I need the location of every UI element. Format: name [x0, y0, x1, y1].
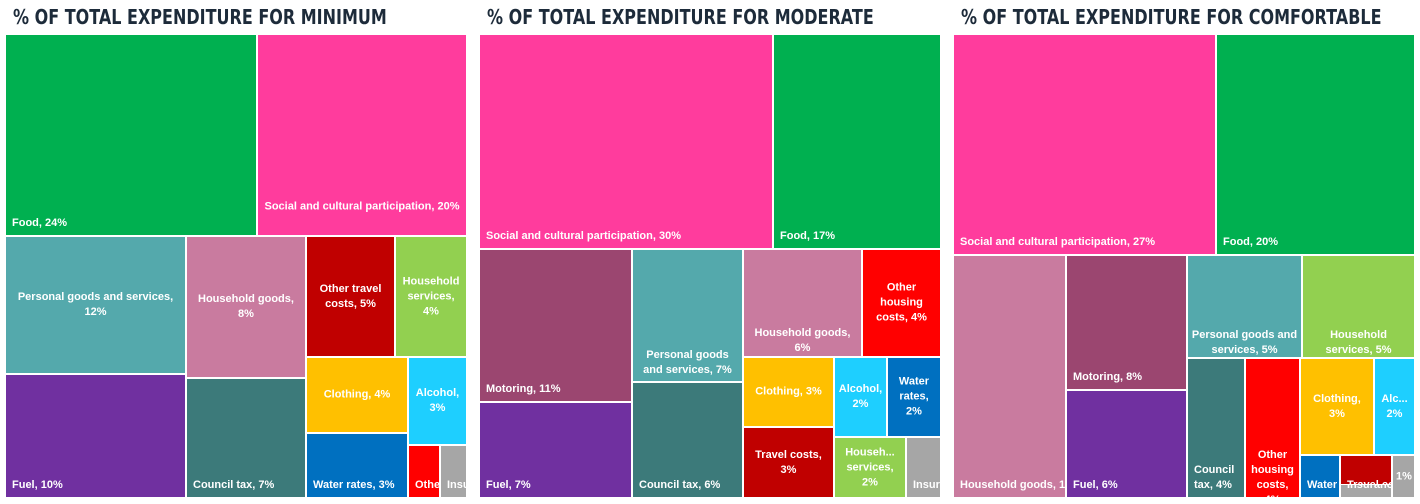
treemap-tile-clothing: Clothing, 3%: [743, 357, 834, 427]
data-label: Fuel, 6%: [1073, 479, 1118, 491]
treemap-tile-food: Food, 17%: [773, 34, 941, 249]
data-label: Council tax, 7%: [193, 479, 275, 491]
treemap-tile-fuel: Fuel, 7%: [479, 402, 632, 498]
treemap-tile-personal: Personal goods and services, 5%: [1187, 255, 1302, 358]
treemap-tile-other: 1%: [1392, 455, 1415, 498]
treemap-tile-council-tax: Council tax, 4%: [1187, 358, 1245, 498]
data-label: Food, 24%: [12, 217, 68, 229]
data-label: Food, 17%: [780, 230, 836, 242]
data-label: Motoring, 11%: [486, 383, 561, 395]
data-label: Other housing costs 1%: [415, 479, 440, 491]
data-label: Council tax, 4%: [1194, 464, 1235, 491]
treemap-tile-alcohol: Alc... 2%: [1374, 358, 1415, 455]
chart-title: % OF TOTAL EXPENDITURE FOR MODERATE: [487, 5, 874, 29]
treemap-tile-insurance: Insurance 1%: [906, 437, 941, 498]
data-label: Personal goods and services, 7%: [643, 348, 732, 376]
treemap-tile-clothing: Clothing, 3%: [1300, 358, 1374, 455]
data-label: Social and cultural participation, 27%: [960, 236, 1155, 248]
data-label: Clothing, 3%: [755, 385, 822, 398]
treemap-tile-social: Social and cultural participation, 20%: [257, 34, 467, 236]
treemap-tile-fuel: Fuel, 10%: [5, 374, 186, 498]
data-label: Alcohol, 2%: [838, 383, 883, 410]
treemap-tile-motoring: Motoring, 8%: [1066, 255, 1187, 390]
treemap-tile-fuel: Fuel, 6%: [1066, 390, 1187, 498]
treemap-tile-personal: Personal goods and services, 12%: [5, 236, 186, 374]
data-label: Household goods, 13%: [960, 479, 1066, 491]
treemap-minimum: Food, 24% Social and cultural participati…: [5, 34, 467, 498]
data-label: Other housing costs, 4%: [876, 281, 927, 324]
data-label: Food, 20%: [1223, 236, 1279, 248]
data-label: Household services, 4%: [402, 275, 460, 317]
data-label: Household goods, 8%: [198, 293, 294, 320]
treemap-tile-clothing: Clothing, 4%: [306, 357, 408, 433]
treemap-tile-household-services: Househ... services, 2%: [834, 437, 906, 498]
data-label: Travel costs, 3%: [755, 448, 822, 476]
treemap-comfortable: Social and cultural participation, 27% Fo…: [953, 34, 1415, 498]
treemap-tile-insurance: Insurance 1%: [1340, 484, 1392, 498]
data-label: Househ... services, 2%: [845, 446, 895, 488]
data-label: Social and cultural participation, 30%: [486, 230, 681, 242]
data-label: Insurance 1%: [1347, 484, 1391, 491]
treemap-tile-social: Social and cultural participation, 27%: [953, 34, 1216, 255]
data-label: Household services, 5%: [1325, 328, 1392, 356]
treemap-tile-food: Food, 24%: [5, 34, 257, 236]
chart-title: % OF TOTAL EXPENDITURE FOR COMFORTABLE: [961, 5, 1382, 29]
treemap-tile-household-goods: Household goods, 8%: [186, 236, 306, 378]
treemap-tile-social: Social and cultural participation, 30%: [479, 34, 773, 249]
treemap-tile-household-goods: Household goods, 6%: [743, 249, 862, 357]
data-label: 1%: [1396, 470, 1412, 482]
treemap-moderate: Social and cultural participation, 30% Fo…: [479, 34, 941, 498]
data-label: Council tax, 6%: [639, 479, 721, 491]
treemap-tile-other-housing: Other housing costs, 4%: [1245, 358, 1300, 498]
treemap-tile-insurance: Insurance 1%: [440, 445, 467, 498]
data-label: Fuel, 10%: [12, 479, 63, 491]
chart-title: % OF TOTAL EXPENDITURE FOR MINIMUM: [13, 5, 387, 29]
data-label: Alcohol, 3%: [415, 387, 460, 414]
data-label: Social and cultural participation, 20%: [264, 200, 460, 213]
treemap-tile-travel: Travel costs, 3%: [743, 427, 834, 498]
data-label: Alc... 2%: [1381, 392, 1408, 420]
data-label: Fuel, 7%: [486, 479, 531, 491]
data-label: Personal goods and services, 12%: [17, 291, 174, 318]
treemap-tile-household-services: Household services, 5%: [1302, 255, 1415, 358]
treemap-tile-household-services: Household services, 4%: [395, 236, 467, 357]
treemap-tile-other-housing: Other housing costs, 4%: [862, 249, 941, 357]
treemap-panel-comfortable: % OF TOTAL EXPENDITURE FOR COMFORTABLE S…: [953, 0, 1415, 504]
treemap-tile-water-rates: Water rates, 3%: [306, 433, 408, 498]
treemap-panel-minimum: % OF TOTAL EXPENDITURE FOR MINIMUM Food,…: [5, 0, 467, 504]
treemap-tile-council-tax: Council tax, 7%: [186, 378, 306, 498]
treemap-tile-water-rates: Water rates, 2%: [887, 357, 941, 437]
data-label: Other travel costs, 5%: [319, 282, 382, 310]
treemap-tile-personal: Personal goods and services, 7%: [632, 249, 743, 382]
treemap-tile-council-tax: Council tax, 6%: [632, 382, 743, 498]
treemap-tile-alcohol: Alcohol, 2%: [834, 357, 887, 437]
treemap-tile-household-goods: Household goods, 13%: [953, 255, 1066, 498]
treemap-tile-water-rates: Water rates 1%: [1300, 455, 1340, 498]
data-label: Clothing, 3%: [1313, 392, 1361, 420]
treemap-tile-other-travel: Other travel costs, 5%: [306, 236, 395, 357]
data-label: Household goods, 6%: [754, 327, 851, 355]
data-label: Water rates 1%: [1307, 479, 1339, 491]
treemap-tile-alcohol: Alcohol, 3%: [408, 357, 467, 445]
data-label: Motoring, 8%: [1073, 371, 1143, 383]
data-label: Clothing, 4%: [323, 388, 391, 401]
data-label: Personal goods and services, 5%: [1191, 328, 1298, 356]
treemap-tile-other-housing: Other housing costs 1%: [408, 445, 440, 498]
data-label: Water rates, 2%: [898, 375, 930, 418]
treemap-tile-food: Food, 20%: [1216, 34, 1415, 255]
data-label: Insurance 1%: [913, 479, 940, 491]
data-label: Other housing costs, 4%: [1251, 448, 1294, 497]
data-label: Insurance 1%: [447, 479, 466, 491]
treemap-panel-moderate: % OF TOTAL EXPENDITURE FOR MODERATE Soci…: [479, 0, 941, 504]
data-label: Water rates, 3%: [313, 479, 395, 491]
treemap-tile-motoring: Motoring, 11%: [479, 249, 632, 402]
